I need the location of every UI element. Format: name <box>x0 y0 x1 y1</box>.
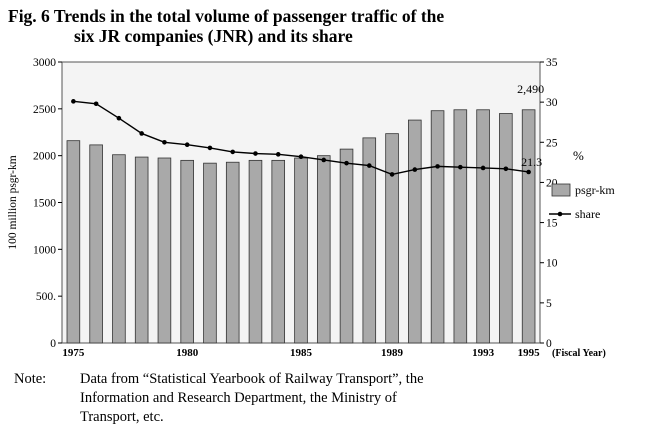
bar-1992 <box>453 109 468 344</box>
legend-swatch-bar <box>551 183 571 197</box>
title-line-2: six JR companies (JNR) and its share <box>74 26 353 46</box>
bar-1993 <box>476 109 490 344</box>
y-tick-label-0: 0 <box>50 338 56 350</box>
note-line-2: Information and Research Department, the… <box>80 390 397 406</box>
bar-1975 <box>66 140 81 344</box>
bar-1976 <box>89 144 103 344</box>
y-tick-label-2500: 2500 <box>33 104 56 116</box>
bar-1984 <box>271 159 286 344</box>
note-line-1: Data from “Statistical Yearbook of Railw… <box>80 371 424 387</box>
y-axis-label: 100 million psgr-km <box>7 155 19 249</box>
bar-1981 <box>203 162 217 344</box>
share-point-1991 <box>435 164 440 169</box>
title-line-1: Fig. 6 Trends in the total volume of pas… <box>8 6 445 26</box>
bar-1980 <box>180 159 194 344</box>
y-tick-label-3000: 3000 <box>33 57 56 69</box>
share-point-1978 <box>139 131 144 136</box>
annotation-share: 21.3 <box>521 155 542 169</box>
share-point-1979 <box>162 139 167 145</box>
y2-axis-label: % <box>573 148 584 163</box>
x-unit-label: (Fiscal Year) <box>552 348 606 359</box>
bar-1995 <box>521 109 536 344</box>
share-point-1983 <box>253 151 258 156</box>
share-point-1981 <box>207 145 213 151</box>
share-point-1975 <box>71 99 76 104</box>
share-point-1986 <box>321 157 327 163</box>
y2-tick-label-25: 25 <box>546 137 558 149</box>
bar-1979 <box>157 157 172 344</box>
y2-tick-label-10: 10 <box>546 258 558 270</box>
bar-1983 <box>248 159 263 344</box>
x-tick-label-1980: 1980 <box>176 347 199 359</box>
share-point-1985 <box>298 154 304 160</box>
bar-1977 <box>112 154 126 344</box>
y2-tick-label-0: 0 <box>546 338 552 350</box>
bar-1989 <box>385 133 399 344</box>
share-point-1993 <box>480 165 486 171</box>
bar-1982 <box>225 161 240 344</box>
y2-tick-label-20: 20 <box>546 177 558 189</box>
bar-1987 <box>339 148 354 344</box>
share-point-1990 <box>412 167 418 172</box>
bar-1985 <box>294 157 308 344</box>
y2-tick-label-30: 30 <box>546 97 558 109</box>
y2-tick-label-15: 15 <box>546 218 558 230</box>
bar-1986 <box>316 155 331 344</box>
legend-label-line: share <box>575 207 600 221</box>
x-tick-label-1995: 1995 <box>518 347 541 359</box>
legend-swatch-marker <box>557 211 563 217</box>
chart-note: Note: Data from “Statistical Yearbook of … <box>14 370 634 427</box>
x-tick-label-1975: 1975 <box>62 347 85 359</box>
legend-label-bar: psgr-km <box>575 183 615 197</box>
bar-1990 <box>408 119 422 344</box>
y-tick-label-2000: 2000 <box>33 151 56 163</box>
share-point-1987 <box>344 160 349 166</box>
share-point-1995 <box>526 169 531 175</box>
share-point-1984 <box>275 152 281 157</box>
x-tick-label-1993: 1993 <box>472 347 495 359</box>
y-tick-label-1500: 1500 <box>33 198 56 210</box>
chart-title: Fig. 6 Trends in the total volume of pas… <box>8 6 628 46</box>
x-tick-label-1989: 1989 <box>381 347 404 359</box>
bar-1988 <box>362 137 377 344</box>
share-point-1989 <box>389 172 395 177</box>
x-tick-label-1985: 1985 <box>290 347 313 359</box>
share-point-1980 <box>184 142 190 147</box>
share-point-1982 <box>230 149 236 155</box>
note-label: Note: <box>14 371 47 387</box>
note-line-3: Transport, etc. <box>80 409 164 425</box>
annotation-psgr-km: 2,490 <box>517 82 544 96</box>
share-point-1994 <box>503 166 509 172</box>
share-point-1988 <box>366 163 372 168</box>
y2-tick-label-5: 5 <box>546 298 552 310</box>
share-point-1977 <box>116 115 122 121</box>
y-tick-label-500: 500. <box>36 291 56 303</box>
share-point-1992 <box>458 164 463 170</box>
bar-1991 <box>430 110 445 344</box>
y2-tick-label-35: 35 <box>546 57 558 69</box>
share-point-1976 <box>93 101 99 107</box>
y-tick-label-1000: 1000 <box>33 244 56 256</box>
bar-1994 <box>499 113 513 344</box>
bar-1978 <box>134 156 149 344</box>
